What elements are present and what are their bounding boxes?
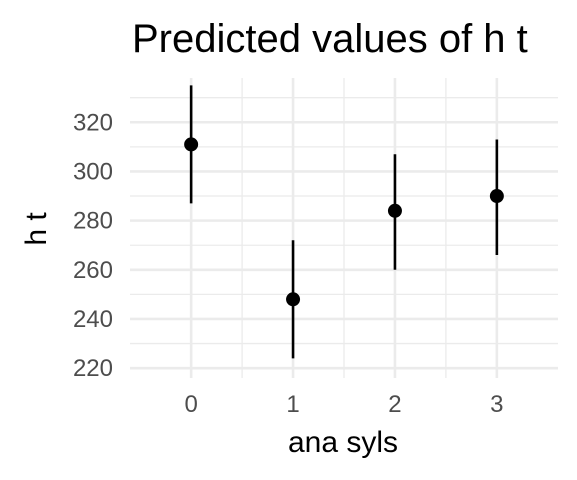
y-tick-label: 240 bbox=[73, 306, 113, 333]
y-tick-label: 220 bbox=[73, 355, 113, 382]
x-tick-label: 3 bbox=[490, 391, 503, 418]
data-point bbox=[184, 137, 199, 152]
y-axis-title: h t bbox=[20, 212, 53, 246]
x-tick-label: 0 bbox=[184, 391, 197, 418]
data-point bbox=[387, 203, 402, 218]
x-tick-label: 2 bbox=[388, 391, 401, 418]
x-axis-ticks: 0 1 2 3 bbox=[184, 391, 503, 418]
data-point bbox=[489, 189, 504, 204]
data-point bbox=[286, 292, 301, 307]
x-axis-title: ana syls bbox=[288, 426, 398, 459]
chart-title: Predicted values of h t bbox=[132, 17, 528, 61]
y-tick-label: 260 bbox=[73, 257, 113, 284]
y-axis-ticks: 220 240 260 280 300 320 bbox=[73, 109, 113, 382]
x-tick-label: 1 bbox=[286, 391, 299, 418]
y-tick-label: 280 bbox=[73, 208, 113, 235]
plot-marks bbox=[184, 85, 504, 359]
y-tick-label: 320 bbox=[73, 109, 113, 136]
y-tick-label: 300 bbox=[73, 158, 113, 185]
plot-grid bbox=[130, 78, 558, 378]
